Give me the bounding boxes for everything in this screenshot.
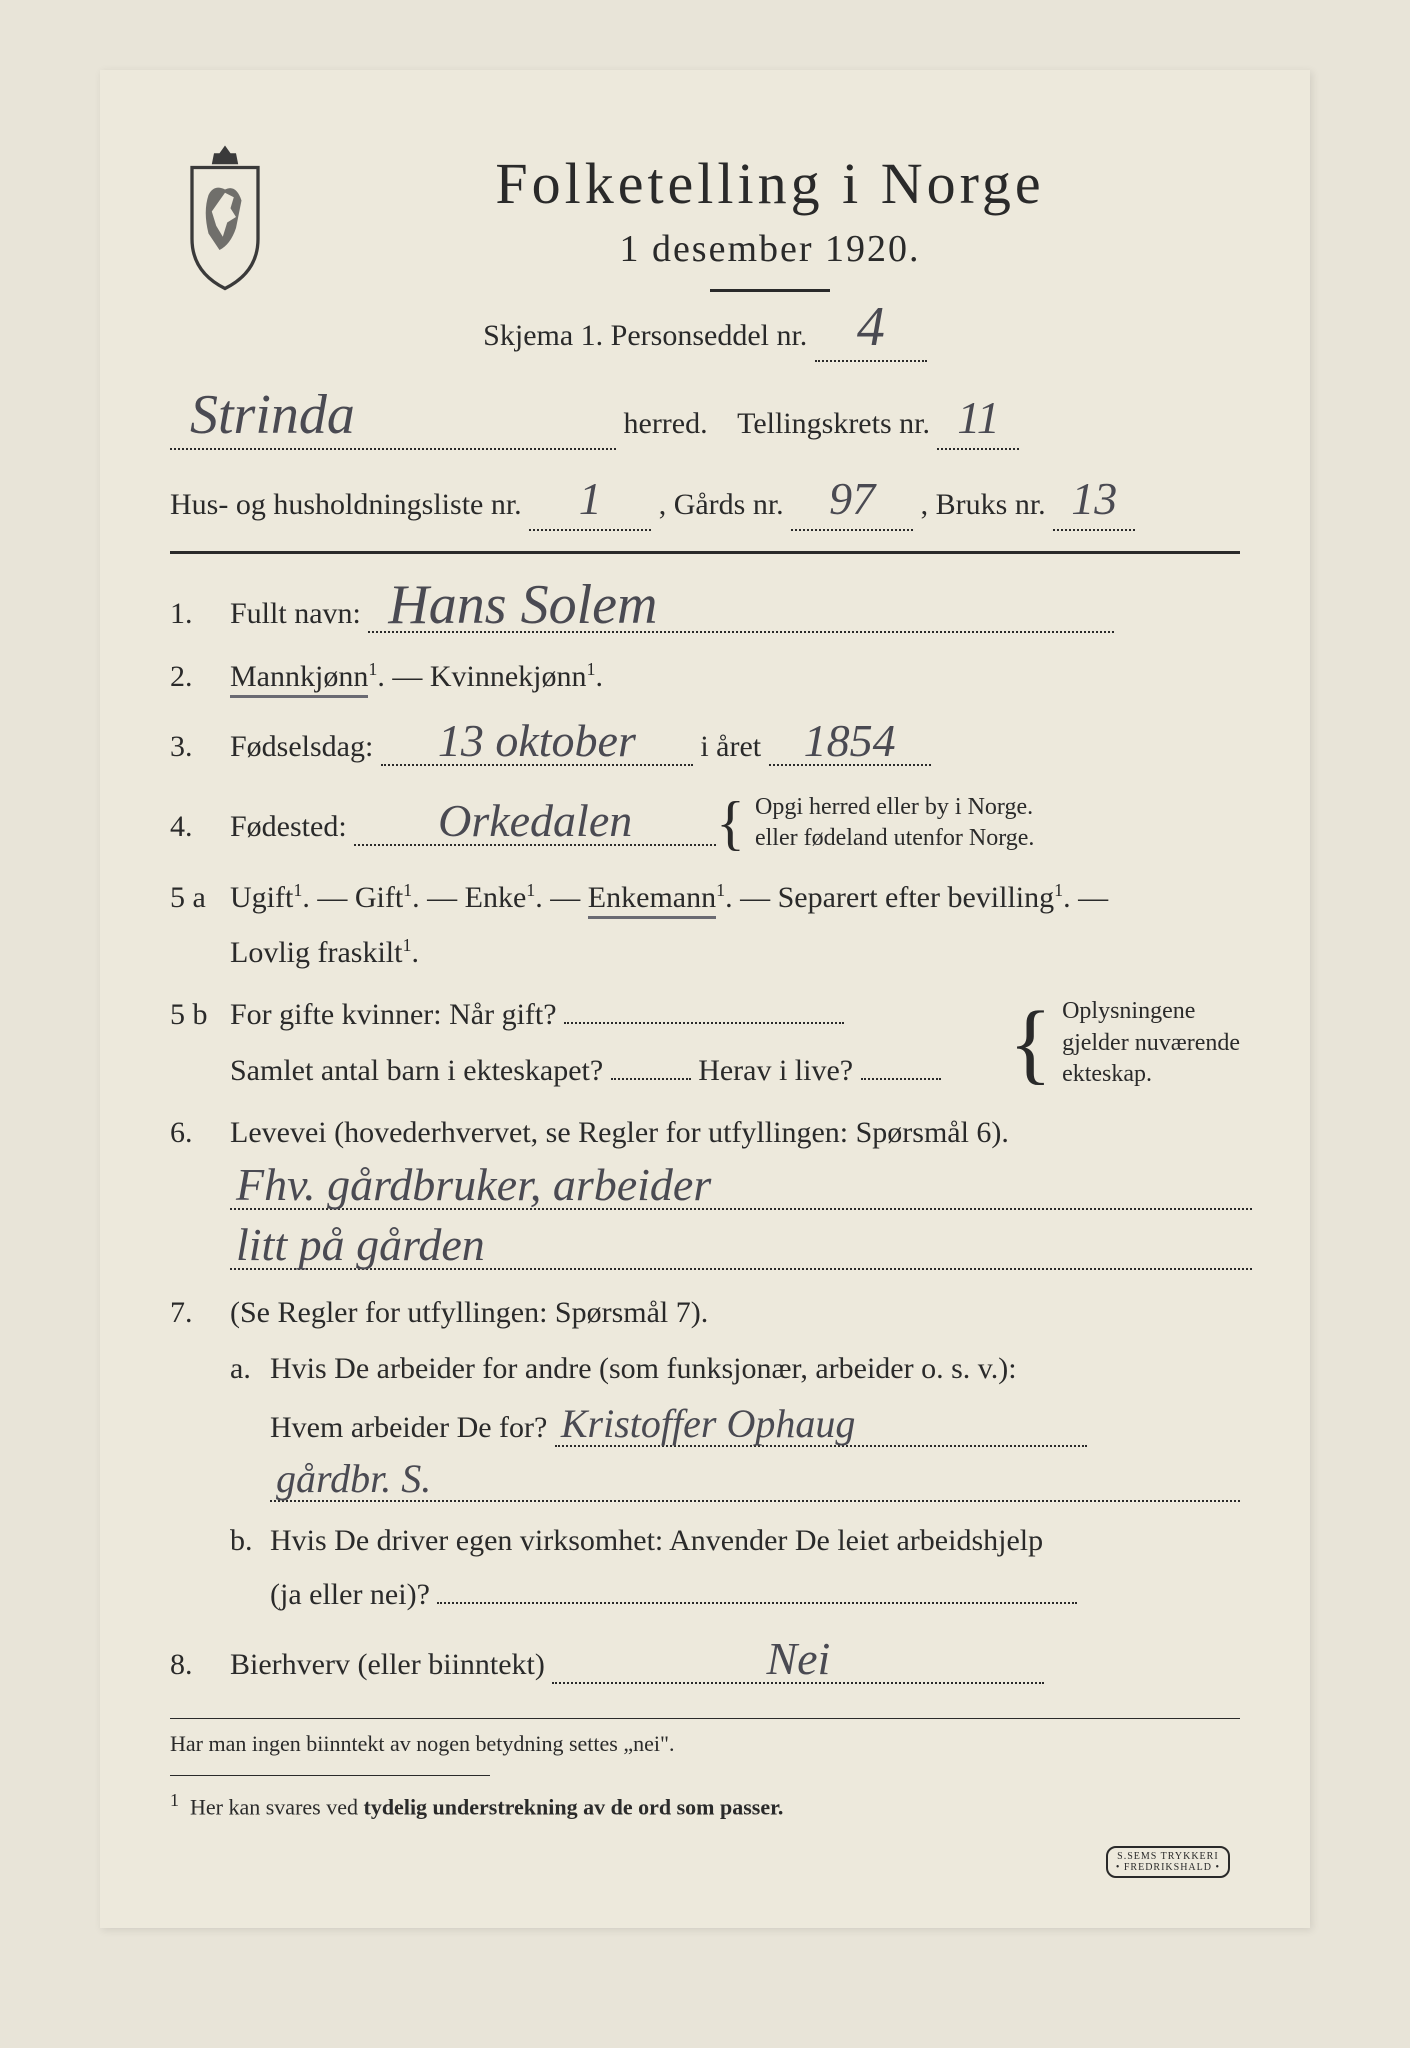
q3-day: 13 oktober <box>438 720 636 761</box>
herred-value: Strinda <box>190 390 355 440</box>
coat-of-arms-icon <box>170 140 280 290</box>
q6-value2: litt på gården <box>236 1224 485 1265</box>
q8-value: Nei <box>766 1638 830 1679</box>
q5a: 5 a Ugift1. — Gift1. — Enke1. — Enkemann… <box>170 880 1240 970</box>
footer-note2-pre: Her kan svares ved <box>190 1794 364 1819</box>
q5b-label3: Herav i live? <box>698 1054 853 1087</box>
q7a-value1: Kristoffer Ophaug <box>561 1406 855 1442</box>
q5a-opt1: Gift <box>355 881 403 914</box>
q2-opt2: Kvinnekjønn <box>430 660 587 693</box>
bruks-label: , Bruks nr. <box>921 488 1046 521</box>
q5b-num: 5 b <box>170 998 230 1032</box>
q3-label: Fødselsdag: <box>230 730 373 763</box>
q1-num: 1. <box>170 597 230 631</box>
q7b-text2: (ja eller nei)? <box>270 1578 430 1611</box>
q6-label: Levevei (hovederhvervet, se Regler for u… <box>230 1116 1009 1149</box>
q7b-text1: Hvis De driver egen virksomhet: Anvender… <box>270 1524 1043 1557</box>
q5b: 5 b For gifte kvinner: Når gift? Samlet … <box>170 996 1240 1090</box>
brace-icon: { <box>716 808 745 838</box>
main-title: Folketelling i Norge <box>300 150 1240 217</box>
printer-stamp: S.SEMS TRYKKERI • FREDRIKSHALD • <box>1106 1846 1230 1878</box>
husliste-label: Hus- og husholdningsliste nr. <box>170 488 522 521</box>
q5a-opt0: Ugift <box>230 881 293 914</box>
footer-note1: Har man ingen biinntekt av nogen betydni… <box>170 1731 1240 1757</box>
q7a-text2: Hvem arbeider De for? <box>270 1411 547 1444</box>
subtitle: 1 desember 1920. <box>300 227 1240 271</box>
title-block: Folketelling i Norge 1 desember 1920. <box>300 130 1240 292</box>
q7-label: (Se Regler for utfyllingen: Spørsmål 7). <box>230 1296 708 1329</box>
q4-label: Fødested: <box>230 810 347 843</box>
q4-value: Orkedalen <box>438 800 632 841</box>
q3-year-label: i året <box>700 730 761 763</box>
q5a-line2: Lovlig fraskilt <box>230 936 402 969</box>
bruks-nr: 13 <box>1071 478 1117 519</box>
q7-num: 7. <box>170 1296 230 1330</box>
q1-label: Fullt navn: <box>230 597 361 630</box>
personseddel-nr: 4 <box>857 302 885 352</box>
divider <box>170 1775 490 1776</box>
tellingskrets-nr: 11 <box>957 397 1000 438</box>
gards-nr: 97 <box>829 478 875 519</box>
q5b-note1: Oplysningene <box>1062 998 1195 1024</box>
census-page: Folketelling i Norge 1 desember 1920. Sk… <box>100 70 1310 1928</box>
q6: 6. Levevei (hovederhvervet, se Regler fo… <box>170 1116 1240 1270</box>
q3-num: 3. <box>170 730 230 764</box>
q4: 4. Fødested: Orkedalen { Opgi herred ell… <box>170 792 1240 854</box>
q7a-value2: gårdbr. S. <box>276 1461 431 1497</box>
q5b-note3: ekteskap. <box>1062 1061 1152 1087</box>
header: Folketelling i Norge 1 desember 1920. <box>170 130 1240 292</box>
q2: 2. Mannkjønn1. — Kvinnekjønn1. <box>170 659 1240 694</box>
q3: 3. Fødselsdag: 13 oktober i året 1854 <box>170 720 1240 766</box>
husliste-nr: 1 <box>579 478 602 519</box>
stamp1: S.SEMS TRYKKERI <box>1117 1851 1219 1862</box>
q5b-label2: Samlet antal barn i ekteskapet? <box>230 1054 603 1087</box>
q6-value1: Fhv. gårdbruker, arbeider <box>236 1164 711 1205</box>
q5a-num: 5 a <box>170 881 230 915</box>
footer-note2: 1 Her kan svares ved tydelig understrekn… <box>170 1790 1240 1820</box>
q2-opt1: Mannkjønn <box>230 660 368 698</box>
q5b-note2: gjelder nuværende <box>1062 1030 1240 1056</box>
q5a-opt4: Separert efter bevilling <box>778 881 1055 914</box>
q2-num: 2. <box>170 660 230 694</box>
divider <box>170 551 1240 554</box>
footer-note2-bold: tydelig understrekning av de ord som pas… <box>364 1794 784 1819</box>
q5a-opt3: Enkemann <box>588 881 716 919</box>
q4-num: 4. <box>170 810 230 844</box>
stamp2: FREDRIKSHALD <box>1124 1862 1212 1873</box>
husliste-line: Hus- og husholdningsliste nr. 1 , Gårds … <box>170 478 1240 531</box>
q7: 7. (Se Regler for utfyllingen: Spørsmål … <box>170 1296 1240 1612</box>
q3-year: 1854 <box>804 720 896 761</box>
q5a-opt2: Enke <box>465 881 527 914</box>
q5b-label1: For gifte kvinner: Når gift? <box>230 998 557 1031</box>
q7a-label: a. <box>230 1352 270 1502</box>
q4-note1: Opgi herred eller by i Norge. <box>755 794 1033 820</box>
q7b-label: b. <box>230 1524 270 1612</box>
skjema-line: Skjema 1. Personseddel nr. 4 <box>170 302 1240 362</box>
q8-num: 8. <box>170 1648 230 1682</box>
q7a-text1: Hvis De arbeider for andre (som funksjon… <box>270 1352 1017 1385</box>
skjema-label: Skjema 1. Personseddel nr. <box>483 319 807 352</box>
title-rule <box>710 289 830 292</box>
q8-label: Bierhverv (eller biinntekt) <box>230 1648 545 1681</box>
q8: 8. Bierhverv (eller biinntekt) Nei <box>170 1638 1240 1684</box>
divider <box>170 1718 1240 1719</box>
herred-line: Strinda herred. Tellingskrets nr. 11 <box>170 390 1240 450</box>
q4-note2: eller fødeland utenfor Norge. <box>755 825 1034 851</box>
gards-label: , Gårds nr. <box>659 488 784 521</box>
tellingskrets-label: Tellingskrets nr. <box>737 407 930 440</box>
q1-value: Hans Solem <box>388 580 657 630</box>
q6-num: 6. <box>170 1116 230 1150</box>
q2-sep: — <box>392 660 430 693</box>
brace-icon: { <box>1009 1021 1052 1066</box>
herred-label: herred. <box>624 407 708 440</box>
q1: 1. Fullt navn: Hans Solem <box>170 580 1240 633</box>
